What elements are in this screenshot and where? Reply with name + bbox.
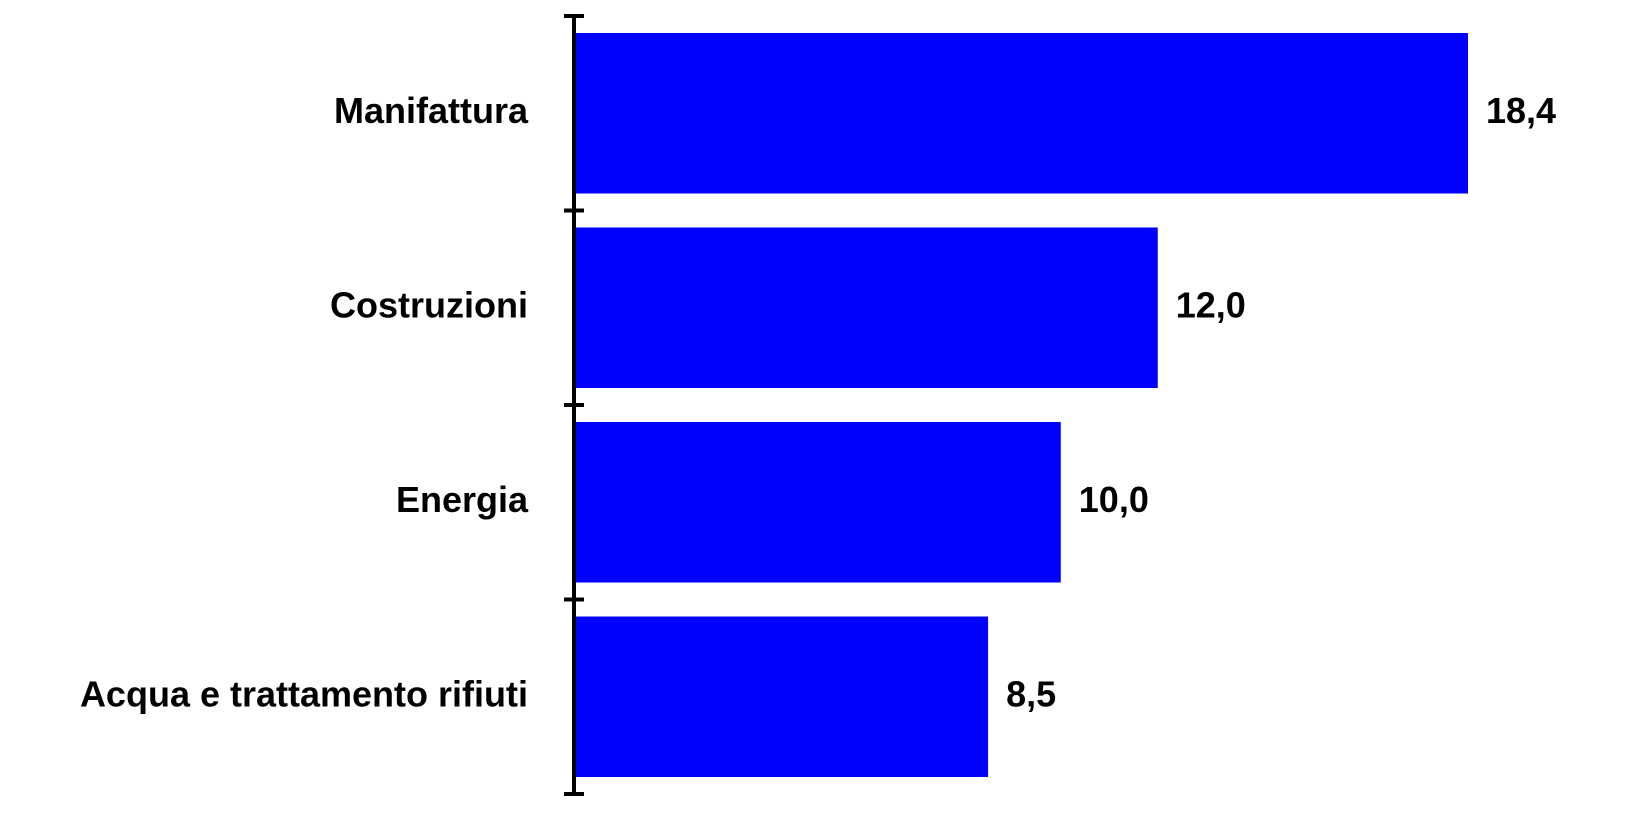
category-label: Manifattura [334, 90, 529, 131]
category-label: Energia [396, 479, 529, 520]
data-label: 8,5 [1006, 673, 1056, 714]
labels-layer: Manifattura 18,4 Costruzioni 12,0 Energia 10,… [80, 90, 1556, 715]
bar-1 [576, 227, 1158, 388]
data-label: 18,4 [1486, 90, 1556, 131]
bars-layer [576, 33, 1468, 777]
category-label: Costruzioni [330, 284, 528, 325]
bar-0 [576, 33, 1468, 194]
data-label: 12,0 [1176, 284, 1246, 325]
category-label: Acqua e trattamento rifiuti [80, 673, 528, 714]
bar-3 [576, 616, 989, 777]
data-label: 10,0 [1079, 479, 1149, 520]
bar-2 [576, 422, 1061, 583]
y-axis [564, 14, 584, 796]
